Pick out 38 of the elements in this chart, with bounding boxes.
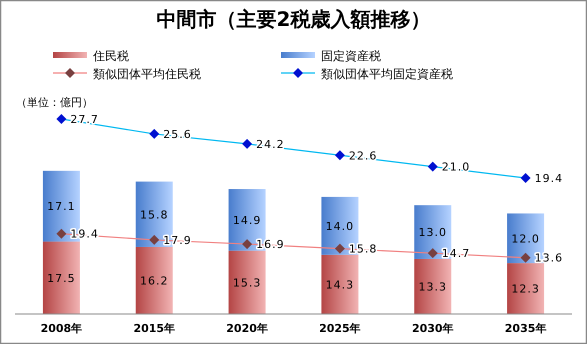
- data-label: 16.2: [140, 274, 168, 288]
- legend-label: 住民税: [92, 49, 129, 63]
- annotation: （単位：億円）: [16, 96, 93, 109]
- data-label: 12.3: [511, 282, 540, 296]
- legend-label: 固定資産税: [321, 49, 381, 63]
- data-label: 12.0: [511, 232, 540, 246]
- data-label: 13.0: [418, 226, 447, 240]
- data-label: 19.4: [70, 228, 99, 241]
- data-label: 17.5: [47, 272, 76, 285]
- data-label: 15.3: [232, 276, 262, 290]
- bar: [228, 250, 266, 314]
- data-label: 14.0: [326, 220, 354, 233]
- bar: [414, 258, 452, 314]
- legend-label: 類似団体平均住民税: [93, 67, 201, 81]
- data-label: 14.9: [232, 214, 262, 227]
- x-tick-label: 2020年: [226, 322, 268, 335]
- data-label: 16.9: [256, 238, 285, 252]
- data-label: 13.6: [534, 252, 564, 265]
- chart-title: 中間市（主要2税歳入額推移）: [156, 7, 430, 31]
- data-label: 14.3: [326, 278, 354, 292]
- bar: [507, 263, 544, 314]
- data-label: 17.1: [47, 200, 76, 214]
- bar: [321, 254, 358, 314]
- data-label: 15.8: [140, 208, 168, 222]
- data-label: 13.3: [418, 280, 447, 294]
- data-label: 19.4: [534, 172, 564, 185]
- data-label: 27.7: [70, 113, 99, 126]
- data-label: 17.9: [163, 234, 192, 247]
- x-tick-label: 2025年: [319, 322, 361, 335]
- legend-label: 類似団体平均固定資産税: [321, 67, 453, 81]
- bar: [42, 242, 80, 314]
- bar: [136, 246, 173, 314]
- data-label: 14.7: [442, 247, 470, 260]
- x-tick-label: 2035年: [504, 322, 546, 335]
- data-label: 15.8: [348, 242, 378, 256]
- x-tick-label: 2030年: [412, 322, 454, 335]
- x-tick-label: 2015年: [133, 322, 176, 335]
- x-tick-label: 2008年: [40, 322, 82, 335]
